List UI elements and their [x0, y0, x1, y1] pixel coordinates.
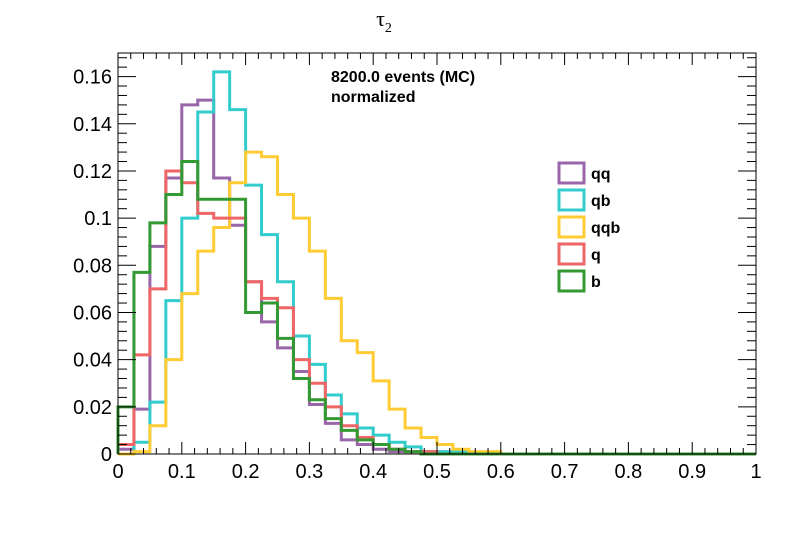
x-tick-label: 1 — [750, 461, 761, 483]
legend-label: qb — [591, 193, 611, 210]
annotation-line: 8200.0 events (MC) — [331, 69, 475, 86]
x-tick-label: 0.3 — [295, 461, 323, 483]
chart-title: τ2 — [376, 6, 392, 36]
y-tick-label: 0.16 — [73, 67, 112, 89]
x-tick-label: 0.8 — [614, 461, 642, 483]
legend-swatch — [557, 161, 586, 185]
chart-title-subscript: 2 — [385, 21, 392, 36]
y-tick-label: 0.14 — [73, 114, 112, 136]
y-tick-label: 0.08 — [73, 255, 112, 277]
legend-label: qqb — [591, 220, 621, 237]
ticks-layer: 0 0.1 0.2 0.3 0.4 0.5 0.6 0.7 0.8 0.9 1 0 0.02 0.04 0.… — [73, 53, 762, 483]
y-tick-label: 0.02 — [73, 397, 112, 419]
x-tick-label: 0.7 — [551, 461, 579, 483]
legend-label: b — [591, 274, 601, 291]
x-tick-label: 0.1 — [168, 461, 196, 483]
y-tick-label: 0.12 — [73, 161, 112, 183]
y-tick-label: 0.1 — [84, 208, 112, 230]
chart-title-symbol: τ — [376, 6, 385, 31]
legend-item-qqb: qqb — [557, 215, 621, 239]
x-tick-label: 0.6 — [487, 461, 515, 483]
annotation-line: normalized — [331, 89, 415, 106]
x-tick-label: 0.2 — [232, 461, 260, 483]
legend-item-b: b — [557, 269, 601, 293]
y-tick-label: 0.06 — [73, 302, 112, 324]
legend-item-qq: qq — [557, 161, 611, 185]
x-tick-label: 0.9 — [678, 461, 706, 483]
legend-swatch — [557, 242, 586, 266]
legend-swatch — [557, 215, 586, 239]
legend-swatch — [557, 269, 586, 293]
series-qqb-line — [118, 150, 756, 456]
series-qq-line — [116, 98, 756, 456]
legend-swatch — [557, 188, 586, 212]
x-tick-label: 0.5 — [423, 461, 451, 483]
series-q-line — [116, 169, 756, 456]
y-tick-label: 0 — [101, 444, 112, 466]
x-tick-label: 0.4 — [359, 461, 387, 483]
x-tick-label: 0 — [112, 461, 123, 483]
legend-item-q: q — [557, 242, 601, 266]
series-b-line — [116, 160, 756, 456]
legend-label: qq — [591, 166, 611, 183]
series-layer — [116, 70, 756, 456]
annotation-layer: 8200.0 events (MC) normalized — [331, 69, 475, 106]
y-tick-label: 0.04 — [73, 350, 112, 372]
legend-label: q — [591, 247, 601, 264]
legend-item-qb: qb — [557, 188, 611, 212]
